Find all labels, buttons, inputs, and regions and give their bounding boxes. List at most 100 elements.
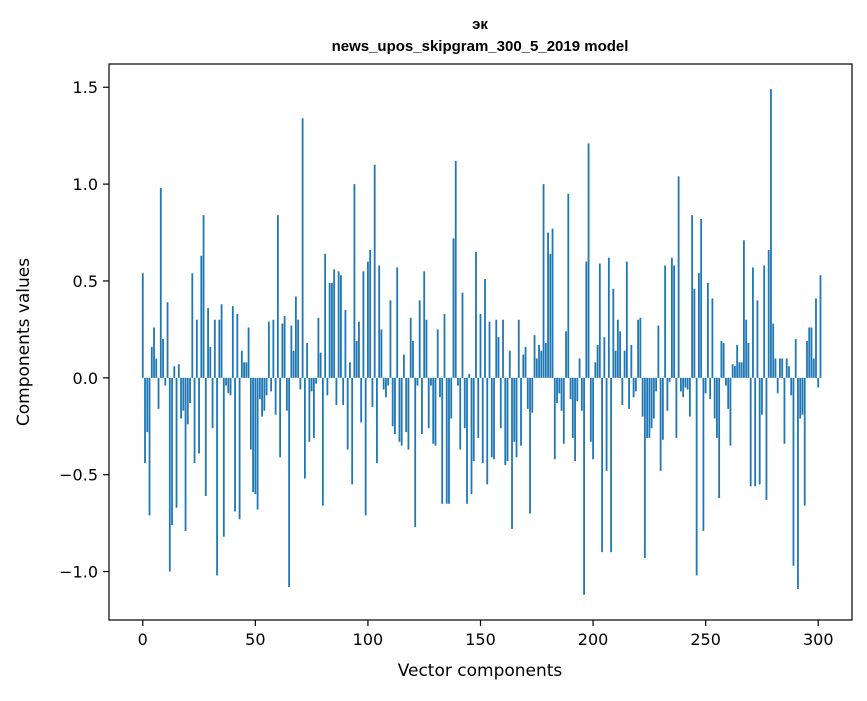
bar-component-290 (794, 339, 797, 378)
bar-component-218 (632, 377, 635, 398)
bar-component-161 (504, 377, 507, 466)
bar-component-204 (601, 377, 603, 553)
bar-component-191 (571, 377, 574, 438)
bar-component-129 (432, 377, 435, 444)
y-axis-ticks: −1.0 −0.5 0.0 0.5 1.0 1.5 (59, 78, 109, 582)
bar-component-140 (457, 377, 459, 386)
bar-component-70 (299, 377, 302, 390)
bar-component-105 (378, 265, 381, 378)
bar-component-214 (623, 350, 626, 378)
bar-component-179 (544, 342, 547, 378)
bar-component-1 (144, 377, 146, 464)
bar-component-111 (391, 377, 394, 427)
bar-component-278 (767, 249, 770, 378)
bar-component-196 (583, 377, 585, 595)
bar-component-131 (436, 329, 439, 378)
bar-component-223 (643, 377, 646, 559)
bar-component-89 (342, 377, 345, 405)
bar-component-265 (738, 362, 741, 378)
bar-component-256 (718, 377, 721, 498)
bar-component-143 (463, 377, 466, 429)
bar-component-176 (538, 344, 540, 378)
bar-component-259 (725, 377, 727, 386)
bar-component-55 (265, 377, 268, 396)
bar-component-136 (448, 377, 450, 504)
bar-component-62 (281, 323, 284, 378)
bar-component-7 (157, 377, 160, 409)
bar-component-192 (574, 377, 576, 462)
bar-component-15 (175, 377, 178, 508)
bar-component-175 (535, 358, 538, 378)
bar-component-47 (247, 327, 250, 378)
bar-component-296 (808, 327, 811, 378)
bar-component-126 (425, 319, 428, 378)
plot-frame (108, 63, 853, 621)
bar-component-106 (380, 329, 383, 378)
bar-component-189 (567, 193, 570, 378)
bar-component-203 (598, 263, 601, 378)
bar-component-12 (168, 377, 171, 572)
bar-component-127 (427, 377, 430, 429)
bar-component-66 (290, 325, 293, 378)
bar-component-115 (400, 377, 403, 446)
x-axis-ticks: 0 50 100 150 200 250 300 (138, 620, 834, 649)
bar-component-171 (526, 377, 529, 409)
bar-component-182 (551, 228, 554, 378)
bar-component-242 (686, 377, 689, 390)
bar-component-104 (376, 377, 378, 464)
bar-component-295 (806, 341, 808, 378)
bar-component-245 (693, 288, 696, 378)
bar-component-67 (292, 350, 295, 378)
x-tick-label: 200 (578, 630, 609, 649)
bar-component-68 (294, 296, 297, 378)
bar-component-38 (227, 377, 230, 394)
bar-component-74 (308, 377, 311, 442)
bar-component-91 (346, 377, 349, 450)
bar-component-112 (394, 377, 396, 435)
bar-component-88 (340, 275, 342, 378)
bar-component-153 (486, 377, 489, 485)
bar-component-158 (497, 337, 500, 378)
bar-component-283 (779, 358, 781, 378)
bar-component-118 (407, 377, 410, 450)
bar-component-281 (774, 358, 777, 378)
bar-component-173 (531, 377, 534, 413)
bar-component-51 (256, 377, 259, 510)
bar-component-230 (659, 377, 662, 471)
bar-component-56 (267, 321, 270, 378)
bar-component-135 (445, 377, 448, 504)
bar-component-144 (466, 377, 468, 504)
bar-component-0 (141, 273, 144, 378)
bar-component-174 (533, 335, 536, 378)
bar-component-277 (765, 377, 768, 500)
bar-component-95 (355, 341, 358, 378)
bar-component-186 (560, 377, 563, 411)
bar-component-32 (213, 319, 216, 378)
bar-component-237 (675, 377, 678, 438)
bar-component-187 (562, 377, 565, 444)
bar-component-75 (310, 377, 313, 392)
bar-component-157 (495, 319, 498, 378)
y-tick-label: −0.5 (59, 466, 98, 485)
bar-component-236 (673, 265, 676, 378)
bar-component-72 (303, 377, 306, 479)
bar-component-263 (734, 366, 736, 378)
bar-component-190 (569, 377, 572, 400)
bar-component-18 (182, 377, 185, 411)
bar-component-289 (792, 377, 795, 566)
x-tick-label: 100 (353, 630, 384, 649)
bar-component-156 (493, 377, 495, 460)
bar-component-63 (283, 315, 286, 378)
bar-component-298 (812, 358, 815, 378)
bar-component-229 (657, 325, 660, 378)
bar-component-292 (799, 377, 802, 419)
bar-component-286 (785, 358, 788, 378)
bar-component-45 (243, 362, 245, 378)
bar-component-78 (317, 317, 320, 378)
bar-component-273 (756, 300, 759, 378)
x-axis-label: Vector components (398, 661, 563, 681)
bar-component-150 (479, 313, 482, 378)
bar-component-164 (511, 377, 513, 529)
bar-component-122 (416, 377, 419, 386)
bar-component-82 (326, 377, 329, 396)
